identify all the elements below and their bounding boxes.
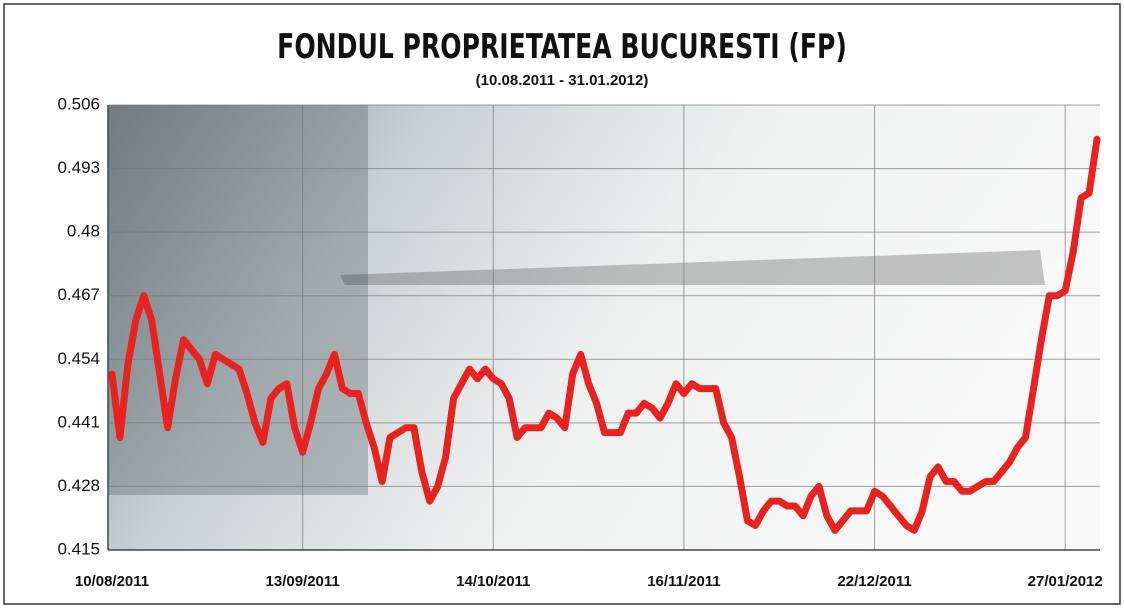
y-tick-label: 0.454: [57, 349, 100, 368]
y-tick-label: 0.467: [57, 285, 100, 304]
y-tick-label: 0.428: [57, 476, 100, 495]
chart-title: FONDUL PROPRIETATEA BUCURESTI (FP): [277, 27, 847, 66]
x-tick-label: 27/01/2012: [1028, 573, 1103, 590]
x-tick-label: 10/08/2011: [75, 573, 149, 590]
y-tick-label: 0.415: [57, 539, 100, 558]
y-tick-label: 0.48: [67, 222, 100, 241]
y-tick-label: 0.441: [57, 412, 100, 431]
y-tick-label: 0.506: [57, 94, 100, 113]
x-tick-label: 16/11/2011: [647, 573, 720, 590]
x-tick-label: 13/09/2011: [266, 573, 340, 590]
x-tick-label: 14/10/2011: [456, 573, 530, 590]
chart: FONDUL PROPRIETATEA BUCURESTI (FP) (10.0…: [0, 0, 1124, 608]
y-tick-label: 0.493: [57, 158, 100, 177]
x-tick-label: 22/12/2011: [837, 573, 911, 590]
chart-subtitle: (10.08.2011 - 31.01.2012): [476, 72, 649, 89]
